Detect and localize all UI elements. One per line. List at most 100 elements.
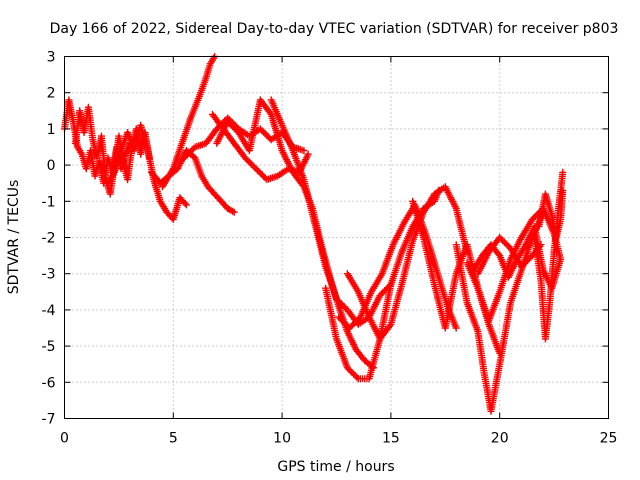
y-tick-label: -2 bbox=[42, 231, 56, 247]
x-tick-label: 25 bbox=[600, 431, 618, 447]
data-point-marker bbox=[230, 124, 238, 132]
data-point-marker bbox=[348, 369, 356, 376]
data-point-marker bbox=[258, 127, 266, 134]
y-tick-label: 0 bbox=[47, 158, 56, 174]
chart-title: Day 166 of 2022, Sidereal Day-to-day VTE… bbox=[50, 21, 619, 37]
data-point-marker bbox=[336, 298, 344, 306]
data-point-marker bbox=[353, 373, 361, 381]
data-point-marker bbox=[186, 148, 194, 156]
data-point-marker bbox=[496, 234, 504, 241]
data-point-marker bbox=[349, 321, 357, 329]
x-tick-label: 15 bbox=[382, 431, 400, 447]
data-point-marker bbox=[230, 208, 238, 216]
data-point-marker bbox=[334, 297, 342, 305]
data-point-marker bbox=[495, 250, 502, 258]
y-axis-ticks: 3 2 1 0 -1 -2 -3 -4 -5 -6 -7 bbox=[42, 50, 609, 428]
y-tick-label: 2 bbox=[47, 86, 56, 102]
data-point-marker bbox=[252, 165, 260, 173]
data-point-marker bbox=[246, 159, 254, 166]
data-point-marker bbox=[340, 303, 348, 311]
data-point-marker bbox=[333, 295, 340, 303]
data-point-marker bbox=[339, 301, 347, 309]
data-point-marker bbox=[502, 240, 510, 248]
data-point-marker bbox=[557, 255, 565, 263]
y-axis-label: SDTVAR / TECUs bbox=[6, 180, 22, 295]
data-point-marker bbox=[342, 321, 350, 329]
data-point-marker bbox=[185, 149, 193, 157]
y-tick-label: -6 bbox=[42, 375, 56, 391]
data-point-marker bbox=[266, 109, 274, 117]
data-point-marker bbox=[379, 288, 387, 296]
data-point-marker bbox=[264, 133, 272, 141]
data-point-marker bbox=[249, 162, 257, 170]
data-point-marker bbox=[181, 200, 189, 207]
data-point-marker bbox=[338, 316, 346, 324]
data-point-marker bbox=[228, 122, 236, 130]
data-point-marker bbox=[339, 318, 347, 326]
data-point-marker bbox=[350, 370, 358, 378]
data-point-marker bbox=[522, 258, 530, 266]
data-point-marker bbox=[499, 237, 507, 245]
y-tick-label: 3 bbox=[47, 50, 56, 66]
data-point-marker bbox=[346, 324, 354, 332]
data-point-marker bbox=[518, 263, 525, 270]
data-point-marker bbox=[182, 152, 190, 160]
data-point-marker bbox=[559, 168, 567, 176]
x-axis-label: GPS time / hours bbox=[277, 459, 394, 475]
data-point-marker bbox=[180, 154, 188, 162]
data-point-marker bbox=[559, 186, 567, 194]
data-point-marker bbox=[337, 300, 345, 308]
data-point-marker bbox=[241, 154, 249, 162]
data-point-marker bbox=[386, 322, 394, 330]
data-point-marker bbox=[257, 169, 265, 177]
data-point-marker bbox=[258, 171, 266, 179]
data-point-marker bbox=[335, 313, 343, 321]
data-point-marker bbox=[232, 125, 239, 133]
data-point-marker bbox=[525, 255, 533, 263]
data-point-marker bbox=[244, 157, 252, 165]
x-axis-ticks: 0 5 10 15 20 25 bbox=[60, 56, 618, 447]
data-point-marker bbox=[227, 121, 235, 129]
data-point-marker bbox=[336, 315, 344, 323]
data-point-marker bbox=[300, 147, 308, 155]
y-tick-label: 1 bbox=[47, 122, 56, 138]
data-point-marker bbox=[229, 207, 237, 215]
data-point-marker bbox=[213, 125, 221, 133]
data-point-marker bbox=[350, 319, 358, 327]
x-tick-label: 20 bbox=[491, 431, 509, 447]
x-tick-label: 0 bbox=[60, 431, 69, 447]
data-point-marker bbox=[347, 322, 355, 330]
y-tick-label: -5 bbox=[42, 339, 56, 355]
y-tick-label: -1 bbox=[42, 194, 56, 210]
data-point-marker bbox=[259, 128, 267, 136]
data-marks bbox=[61, 53, 567, 415]
x-tick-label: 10 bbox=[273, 431, 291, 447]
data-point-marker bbox=[250, 163, 258, 171]
data-point-marker bbox=[500, 238, 508, 246]
data-point-marker bbox=[345, 365, 353, 373]
data-point-marker bbox=[225, 119, 233, 127]
data-point-marker bbox=[353, 316, 361, 324]
data-point-marker bbox=[378, 290, 386, 298]
y-tick-label: -7 bbox=[42, 412, 56, 428]
data-point-marker bbox=[260, 173, 268, 180]
data-point-marker bbox=[352, 318, 360, 326]
data-point-marker bbox=[351, 372, 359, 380]
data-point-marker bbox=[452, 324, 460, 332]
data-point-marker bbox=[224, 118, 232, 126]
data-point-marker bbox=[343, 364, 351, 372]
data-point-marker bbox=[304, 150, 312, 158]
data-point-marker bbox=[256, 125, 264, 133]
data-point-marker bbox=[263, 131, 271, 139]
data-point-marker bbox=[188, 146, 196, 154]
data-point-marker bbox=[347, 367, 354, 375]
data-point-marker bbox=[254, 166, 261, 174]
y-tick-label: -4 bbox=[42, 303, 56, 319]
data-point-marker bbox=[497, 235, 505, 243]
data-point-marker bbox=[376, 291, 384, 299]
data-point-marker bbox=[519, 261, 527, 269]
data-point-marker bbox=[504, 241, 511, 249]
data-point-marker bbox=[243, 155, 251, 163]
data-point-marker bbox=[183, 151, 191, 159]
